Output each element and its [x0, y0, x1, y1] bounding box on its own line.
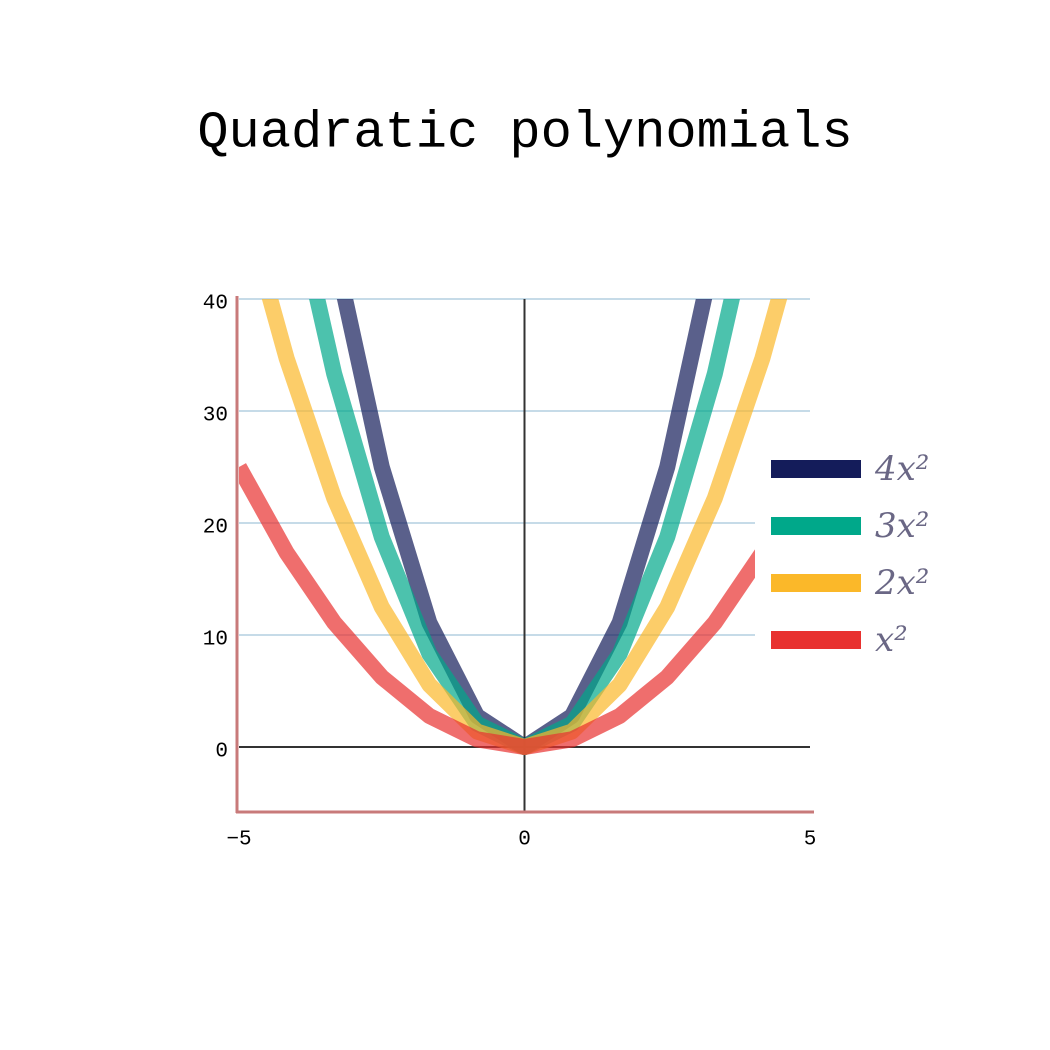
- legend-label: 4x²: [874, 449, 929, 489]
- legend-swatch: [771, 574, 861, 592]
- x-tick-label: 5: [804, 829, 817, 852]
- y-tick-label: 0: [215, 741, 228, 764]
- y-tick-label: 30: [203, 405, 228, 428]
- series-line: [239, 463, 810, 756]
- plot-lines: [239, 299, 810, 756]
- y-tick-label: 40: [203, 293, 228, 316]
- x-tick-label: 0: [518, 829, 531, 852]
- chart-title: Quadratic polynomials: [197, 104, 852, 163]
- legend-label: 2x²: [874, 563, 929, 603]
- y-tick-label: 10: [203, 629, 228, 652]
- legend-swatch: [771, 517, 861, 535]
- x-tick-label: −5: [226, 829, 251, 852]
- y-tick-label: 20: [203, 517, 228, 540]
- legend-label: x²: [875, 620, 908, 660]
- legend-swatch: [771, 460, 861, 478]
- legend-label: 3x²: [875, 506, 929, 546]
- legend-swatch: [771, 631, 861, 649]
- legend-background: [755, 445, 955, 665]
